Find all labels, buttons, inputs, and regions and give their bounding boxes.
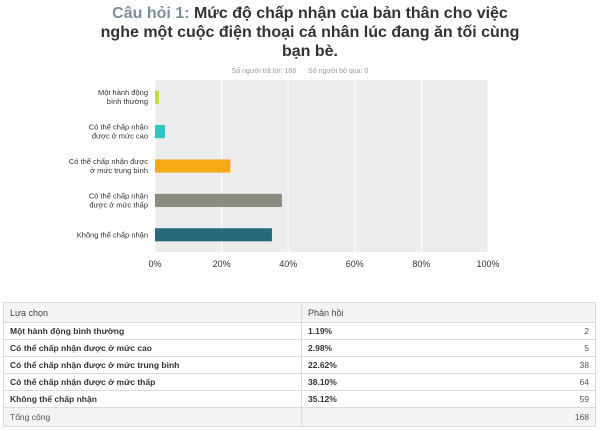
category-label: ở mức trung bình: [90, 166, 148, 175]
row-count: 59: [514, 390, 596, 408]
row-count: 38: [514, 356, 596, 374]
row-count: 5: [514, 339, 596, 357]
category-label: Có thể chấp nhận: [89, 123, 148, 132]
x-tick-label: 80%: [412, 259, 430, 269]
x-tick-label: 0%: [148, 259, 161, 269]
category-label: bình thường: [107, 97, 148, 106]
x-tick-label: 20%: [213, 259, 231, 269]
x-tick-label: 40%: [279, 259, 297, 269]
header-choice: Lựa chọn: [3, 302, 302, 323]
row-percent: 1.19%: [301, 322, 514, 340]
total-count: 168: [514, 407, 596, 427]
category-label: được ở mức cao: [92, 132, 148, 141]
bar: [155, 193, 282, 207]
table-row: Có thể chấp nhận được ở mức thấp 38.10% …: [3, 373, 596, 391]
results-table: Lựa chọn Phản hồi Một hành động bình thư…: [3, 302, 596, 427]
category-label: Một hành động: [98, 88, 148, 97]
table-row: Một hành động bình thường 1.19% 2: [3, 322, 596, 340]
table-row: Có thể chấp nhận được ở mức trung bình 2…: [3, 356, 596, 374]
row-label: Một hành động bình thường: [3, 322, 302, 340]
row-label: Có thể chấp nhận được ở mức thấp: [3, 373, 302, 391]
header-response: Phản hồi: [301, 302, 596, 323]
total-percent-empty: [301, 407, 514, 427]
row-label: Không thể chấp nhận: [3, 390, 302, 408]
question-number: Câu hỏi 1:: [112, 5, 190, 22]
table-total-row: Tổng cộng 168: [3, 407, 596, 427]
row-percent: 2.98%: [301, 339, 514, 357]
answered-count: Số người trả lời: 168: [231, 68, 297, 75]
bar: [155, 228, 272, 242]
x-tick-label: 100%: [476, 259, 499, 269]
category-label: Có thể chấp nhận: [89, 191, 148, 200]
row-percent: 35.12%: [301, 390, 514, 408]
x-tick-label: 60%: [346, 259, 364, 269]
category-label: Không thể chấp nhận: [77, 230, 148, 239]
category-label: được ở mức thấp: [89, 200, 148, 209]
bar: [155, 125, 165, 139]
table-header-row: Lựa chọn Phản hồi: [3, 302, 596, 323]
response-meta: Số người trả lời: 168 Số người bỏ qua: 0: [0, 68, 600, 75]
bar: [155, 90, 159, 104]
question-text: Mức độ chấp nhận của bản thân cho việc n…: [100, 5, 520, 60]
row-count: 64: [514, 373, 596, 391]
row-percent: 38.10%: [301, 373, 514, 391]
skipped-count: Số người bỏ qua: 0: [308, 68, 369, 75]
row-label: Có thể chấp nhận được ở mức cao: [3, 339, 302, 357]
question-title: Câu hỏi 1: Mức độ chấp nhận của bản thân…: [100, 4, 520, 61]
row-label: Có thể chấp nhận được ở mức trung bình: [3, 356, 302, 374]
row-percent: 22.62%: [301, 356, 514, 374]
total-label: Tổng cộng: [3, 407, 302, 427]
category-label: Có thể chấp nhận được: [69, 157, 148, 166]
bar: [155, 159, 231, 173]
table-row: Không thể chấp nhận 35.12% 59: [3, 390, 596, 408]
row-count: 2: [514, 322, 596, 340]
table-row: Có thể chấp nhận được ở mức cao 2.98% 5: [3, 339, 596, 357]
